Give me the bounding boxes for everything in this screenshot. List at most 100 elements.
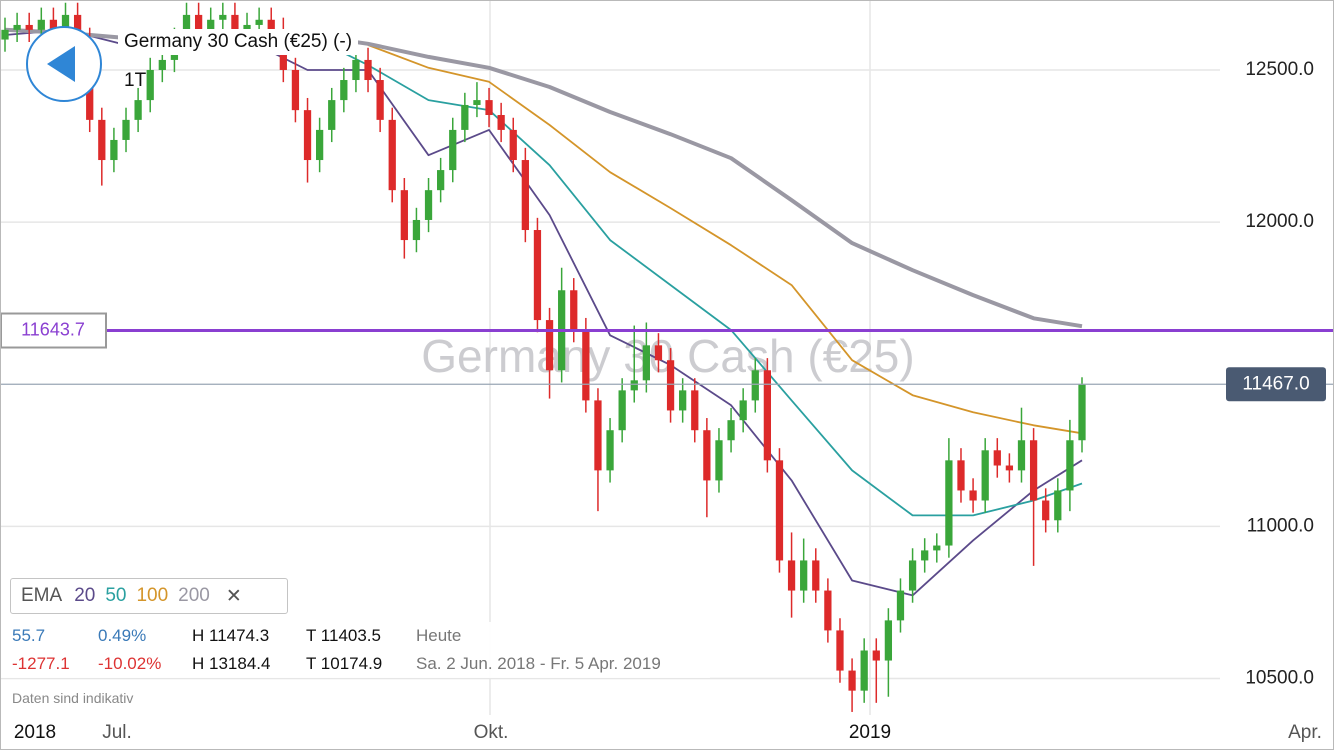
candle-body bbox=[848, 670, 856, 691]
close-indicator[interactable]: ✕ bbox=[225, 585, 242, 607]
candle-body bbox=[666, 360, 675, 411]
candle-body bbox=[328, 100, 336, 130]
period: Sa. 2 Jun. 2018 - Fr. 5 Apr. 2019 bbox=[416, 654, 661, 673]
ema-line bbox=[307, 34, 1083, 517]
candle-body bbox=[691, 390, 699, 431]
candle-body bbox=[679, 390, 687, 411]
candle-body bbox=[1017, 440, 1026, 471]
candle-body bbox=[497, 115, 505, 130]
candle-body bbox=[303, 110, 312, 161]
candle-body bbox=[594, 400, 602, 471]
candle-body bbox=[243, 24, 251, 30]
x-tick-label: Okt. bbox=[474, 722, 509, 743]
candle-body bbox=[545, 320, 554, 371]
price-label-box bbox=[1226, 367, 1326, 402]
candle-body bbox=[110, 139, 118, 161]
low: T 10174.9 bbox=[306, 654, 383, 673]
candle-body bbox=[231, 14, 239, 30]
candle-body bbox=[969, 490, 977, 501]
candle-body bbox=[570, 290, 578, 331]
candle-body bbox=[219, 14, 227, 20]
candle-body bbox=[703, 430, 711, 481]
candle-body bbox=[509, 129, 517, 161]
candle-body bbox=[763, 370, 772, 461]
candle-body bbox=[352, 59, 360, 81]
change-percent: -10.02% bbox=[98, 654, 162, 673]
candle-body bbox=[1029, 440, 1038, 501]
candle-body bbox=[582, 330, 590, 401]
price-label: 11467.0 bbox=[1242, 373, 1309, 394]
candle-body bbox=[158, 59, 166, 70]
candle-body bbox=[207, 19, 215, 30]
change: 55.7 bbox=[12, 626, 46, 645]
candle-body bbox=[255, 19, 263, 25]
back-button[interactable] bbox=[26, 26, 102, 102]
candle-body bbox=[1054, 490, 1062, 521]
candle-body bbox=[618, 390, 626, 431]
candle-body bbox=[37, 19, 45, 30]
candle-body bbox=[364, 59, 372, 81]
candle-body bbox=[884, 620, 893, 661]
candle-body bbox=[800, 560, 808, 591]
candle-body bbox=[981, 450, 989, 501]
candle-body bbox=[945, 460, 953, 546]
candle-body bbox=[812, 560, 820, 591]
period: Heute bbox=[416, 626, 462, 645]
alert-label-box bbox=[0, 312, 107, 349]
x-axis-strip bbox=[0, 715, 1334, 750]
candle-body bbox=[340, 80, 348, 101]
candle-body bbox=[521, 160, 529, 231]
candle-body bbox=[727, 420, 735, 441]
x-tick-label: 2019 bbox=[849, 722, 891, 743]
y-tick-label: 12000.0 bbox=[1245, 211, 1314, 232]
candle-body bbox=[485, 100, 493, 116]
y-tick-label: 11000.0 bbox=[1247, 515, 1314, 536]
indicator-legend: EMA 20 50 100 200 ✕ bbox=[10, 578, 288, 614]
candle-body bbox=[182, 14, 191, 40]
candle-body bbox=[424, 190, 433, 220]
candle-body bbox=[194, 14, 203, 30]
candle-body bbox=[1078, 384, 1086, 441]
legend-entry: 20 bbox=[74, 585, 96, 606]
candle-body bbox=[872, 650, 880, 661]
x-tick-label: 2018 bbox=[14, 722, 56, 743]
candle-body bbox=[957, 460, 965, 491]
candle-body bbox=[412, 219, 421, 241]
candle-body bbox=[751, 370, 759, 401]
disclaimer: Daten sind indikativ bbox=[12, 690, 134, 706]
candle-body bbox=[739, 400, 747, 421]
candle-body bbox=[654, 345, 663, 361]
candle-body bbox=[896, 590, 905, 621]
candle-body bbox=[1, 29, 9, 40]
candle-body bbox=[1066, 440, 1074, 491]
alert-label: 11643.7 bbox=[21, 319, 85, 339]
candle-body bbox=[1042, 500, 1050, 521]
candle-body bbox=[73, 14, 82, 40]
candle-body bbox=[134, 100, 142, 120]
candle-body bbox=[25, 24, 33, 30]
candle-body bbox=[933, 545, 941, 551]
candle-body bbox=[715, 440, 723, 481]
candle-body bbox=[836, 630, 844, 671]
ema-line bbox=[4, 27, 1083, 329]
y-tick-label: 10500.0 bbox=[1245, 668, 1314, 689]
legend-entry: 50 bbox=[105, 585, 127, 606]
candle-body bbox=[267, 19, 275, 30]
instrument-title: Germany 30 Cash (€25) (-) bbox=[118, 29, 359, 55]
change: -1277.1 bbox=[12, 654, 70, 673]
candle-body bbox=[787, 560, 796, 591]
legend-entry: 100 bbox=[136, 585, 169, 606]
legend-title: EMA bbox=[21, 585, 63, 606]
candle-body bbox=[122, 119, 130, 140]
ema-line bbox=[4, 28, 1083, 597]
candle-body bbox=[146, 69, 154, 101]
candle-body bbox=[98, 119, 106, 161]
candle-body bbox=[291, 69, 300, 111]
candle-body bbox=[437, 170, 445, 191]
candle-body bbox=[606, 430, 614, 471]
stats: 55.7 0.49% H 11474.3 T 11403.5 Heute -12… bbox=[0, 622, 710, 678]
candle-body bbox=[13, 24, 21, 30]
candle-body bbox=[775, 460, 784, 561]
